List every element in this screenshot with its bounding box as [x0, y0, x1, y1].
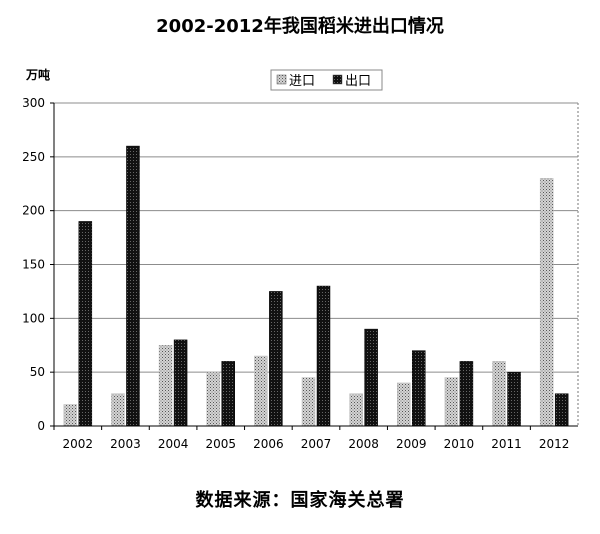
y-tick-label: 250: [22, 150, 45, 164]
bar-export-2011: [507, 371, 521, 427]
bar-import-2011: [492, 361, 506, 427]
axes: 0 50 100 150 200 250 300 万吨 2002 2003 2004 2005 2006…: [22, 67, 578, 451]
y-tick-label: 200: [22, 204, 45, 218]
gridlines: [53, 102, 579, 427]
x-tick-label: 2004: [158, 437, 189, 451]
bar-export-2007: [316, 285, 331, 427]
x-tick-label: 2007: [301, 437, 332, 451]
bar-export-2009: [412, 350, 426, 427]
bar-export-2004: [173, 339, 188, 427]
bar-export-2002: [78, 221, 93, 427]
y-tick-label: 150: [22, 258, 45, 272]
bar-import-2004: [158, 345, 173, 427]
bar-import-2003: [111, 393, 125, 427]
bar-export-2006: [269, 291, 283, 427]
bar-import-2008: [349, 393, 363, 427]
x-tick-label: 2003: [110, 437, 141, 451]
legend-swatch-export: [332, 74, 343, 85]
chart-title: 2002-2012年我国稻米进出口情况: [156, 16, 444, 37]
legend-swatch-import: [276, 74, 287, 85]
y-tick-label: 100: [22, 311, 45, 325]
bar-import-2006: [254, 355, 268, 427]
x-tick-label: 2010: [444, 437, 475, 451]
x-tick-label: 2009: [396, 437, 427, 451]
bar-export-2003: [126, 145, 140, 427]
bars: [63, 145, 569, 427]
x-tick-label: 2008: [348, 437, 379, 451]
bar-export-2010: [459, 361, 474, 427]
bar-import-2007: [301, 377, 316, 427]
x-tick-label: 2011: [491, 437, 522, 451]
legend-label: 出口: [345, 74, 371, 89]
legend: 进口 出口: [270, 69, 383, 91]
bar-export-2005: [221, 361, 235, 427]
x-tick-label: 2006: [253, 437, 284, 451]
legend-label: 进口: [289, 74, 315, 89]
bar-import-2002: [63, 404, 78, 427]
y-tick-label: 0: [37, 419, 45, 433]
bar-import-2012: [539, 178, 554, 427]
bar-import-2005: [206, 371, 220, 427]
y-tick-label: 300: [22, 96, 45, 110]
source-note: 数据来源：国家海关总署: [195, 490, 405, 511]
x-tick-label: 2005: [205, 437, 236, 451]
bar-import-2009: [397, 382, 411, 427]
legend-box: [270, 69, 383, 91]
bar-export-2012: [554, 393, 569, 427]
y-tick-label: 50: [30, 365, 45, 379]
x-tick-label: 2002: [63, 437, 94, 451]
bar-import-2010: [444, 377, 459, 427]
x-tick-label: 2012: [539, 437, 570, 451]
bar-export-2008: [364, 328, 378, 427]
y-axis-label: 万吨: [25, 67, 50, 82]
